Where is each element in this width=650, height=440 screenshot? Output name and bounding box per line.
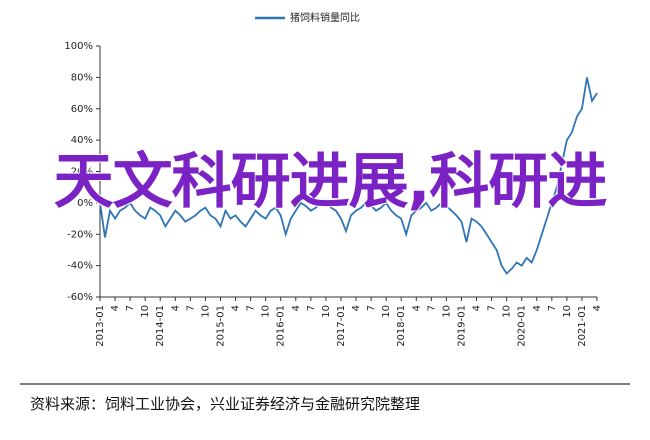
x-tick-label: 10	[200, 305, 211, 318]
x-tick-label: 4	[472, 305, 483, 311]
x-tick-label: 4	[231, 305, 242, 311]
legend-label: 猪饲料销量同比	[290, 11, 360, 24]
x-tick-label: 4	[351, 305, 362, 311]
y-tick-label: 20%	[71, 167, 93, 178]
overlay-text: 天文科研进展,科研进	[53, 146, 609, 218]
x-tick-label: 2019-01	[456, 305, 467, 347]
y-tick-label: 40%	[71, 135, 93, 146]
x-tick-label: 7	[246, 305, 257, 311]
x-tick-label: 7	[366, 305, 377, 311]
x-tick-label: 7	[487, 305, 498, 311]
x-tick-label: 10	[140, 305, 151, 318]
x-tick-label: 10	[502, 305, 513, 318]
x-tick-label: 10	[562, 305, 573, 318]
x-tick-label: 10	[321, 305, 332, 318]
x-tick-label: 10	[261, 305, 272, 318]
series-line	[99, 77, 598, 275]
x-tick-label: 4	[291, 305, 302, 311]
y-tick-label: -60%	[67, 292, 93, 303]
y-tick-label: 80%	[71, 72, 93, 83]
x-tick-label: 2020-01	[517, 305, 528, 347]
y-tick-label: -20%	[67, 229, 93, 240]
x-tick-label: 7	[306, 305, 317, 311]
x-tick-label: 2013-01	[95, 305, 106, 347]
x-tick-label: 2021-01	[577, 305, 588, 347]
x-tick-label: 4	[411, 305, 422, 311]
x-tick-label: 2016-01	[276, 305, 287, 347]
x-tick-label: 4	[110, 305, 121, 311]
x-tick-label: 2017-01	[336, 305, 347, 347]
source-note: 资料来源：饲料工业协会，兴业证券经济与金融研究院整理	[30, 395, 421, 413]
y-tick-label: 60%	[71, 104, 93, 115]
x-tick-label: 4	[592, 305, 603, 311]
x-tick-label: 7	[547, 305, 558, 311]
y-tick-label: -40%	[67, 261, 93, 272]
y-tick-label: 100%	[64, 41, 93, 52]
x-tick-label: 10	[381, 305, 392, 318]
x-tick-label: 10	[441, 305, 452, 318]
x-tick-label: 2018-01	[396, 305, 407, 347]
x-tick-label: 2014-01	[155, 305, 166, 347]
y-tick-label: 0%	[77, 198, 93, 209]
x-tick-label: 7	[426, 305, 437, 311]
x-tick-label: 7	[125, 305, 136, 311]
x-tick-label: 2015-01	[215, 305, 226, 347]
x-tick-label: 7	[185, 305, 196, 311]
x-tick-label: 4	[532, 305, 543, 311]
x-tick-label: 4	[170, 305, 181, 311]
